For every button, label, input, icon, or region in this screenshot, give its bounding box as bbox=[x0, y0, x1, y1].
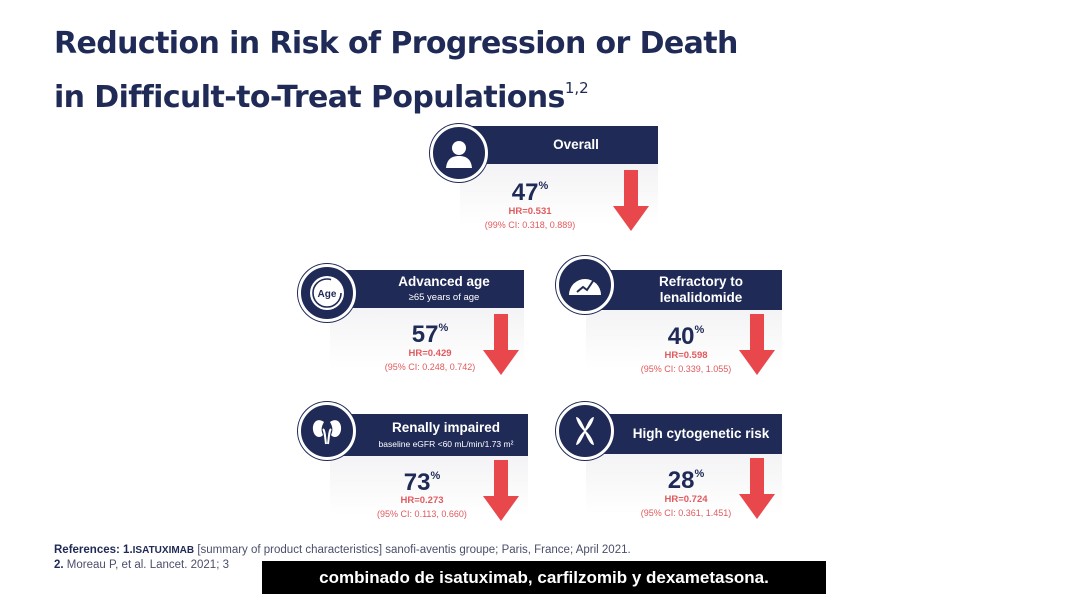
pct-symbol: % bbox=[694, 468, 705, 480]
card-banner: Overall bbox=[460, 126, 658, 164]
title-line-1: Reduction in Risk of Progression or Deat… bbox=[54, 26, 738, 61]
pct-number: 73 bbox=[403, 469, 431, 496]
down-arrow-icon bbox=[483, 460, 519, 521]
card-cytogenetic-risk: High cytogenetic risk 28% HR=0.724 (95% … bbox=[556, 402, 782, 526]
chromosome-icon bbox=[556, 402, 614, 460]
hr-value: HR=0.724 bbox=[664, 494, 708, 505]
title-superscript: 1,2 bbox=[564, 79, 589, 97]
ref1-text: [summary of product characteristics] san… bbox=[197, 544, 631, 556]
down-arrow-icon bbox=[483, 314, 519, 375]
card-banner: Advanced age ≥65 years of age bbox=[330, 270, 524, 308]
card-banner: Renally impaired baseline eGFR <60 mL/mi… bbox=[330, 414, 528, 456]
hr-value: HR=0.273 bbox=[400, 495, 444, 506]
hr-value: HR=0.531 bbox=[508, 206, 552, 217]
person-icon bbox=[430, 124, 488, 182]
age-icon-text: Age bbox=[318, 289, 337, 300]
pct-value: 47% bbox=[480, 172, 580, 207]
card-overall: Overall 47% HR=0.531 (99% CI: 0.318, 0.8… bbox=[430, 124, 658, 236]
title-line-2-text: in Difficult-to-Treat Populations bbox=[54, 80, 565, 115]
ci-value: (99% CI: 0.318, 0.889) bbox=[484, 220, 576, 230]
pct-number: 57 bbox=[411, 321, 439, 348]
card-panel bbox=[586, 308, 782, 380]
pct-value: 28% bbox=[636, 460, 736, 495]
pct-value: 40% bbox=[636, 316, 736, 351]
card-label: High cytogenetic risk bbox=[632, 426, 770, 441]
card-renally-impaired: Renally impaired baseline eGFR <60 mL/mi… bbox=[298, 402, 528, 526]
kidney-icon bbox=[298, 402, 356, 460]
references-label: References: bbox=[54, 544, 120, 556]
age-icon: Age bbox=[298, 264, 356, 322]
card-label: Overall bbox=[553, 137, 599, 152]
title-line-2: in Difficult-to-Treat Populations1,2 bbox=[54, 66, 814, 120]
card-refractory: Refractory to lenalidomide 40% HR=0.598 … bbox=[556, 256, 782, 380]
slide-title: Reduction in Risk of Progression or Deat… bbox=[54, 22, 814, 120]
card-panel bbox=[330, 306, 524, 380]
hr-value: HR=0.598 bbox=[664, 350, 708, 361]
ci-value: (95% CI: 0.339, 1.055) bbox=[640, 364, 732, 374]
pct-symbol: % bbox=[430, 470, 441, 482]
pct-number: 47 bbox=[511, 179, 539, 206]
down-arrow-icon bbox=[739, 314, 775, 375]
card-label-line-1: Refractory to bbox=[658, 274, 744, 289]
down-arrow-icon bbox=[739, 458, 775, 519]
pct-symbol: % bbox=[438, 322, 449, 334]
card-label: Renally impaired bbox=[391, 420, 501, 435]
card-banner: High cytogenetic risk bbox=[586, 414, 782, 454]
ci-value: (95% CI: 0.248, 0.742) bbox=[384, 362, 476, 372]
card-sublabel: ≥65 years of age bbox=[408, 292, 480, 303]
card-sublabel: baseline eGFR <60 mL/min/1.73 m² bbox=[378, 439, 514, 449]
gauge-icon bbox=[556, 256, 614, 314]
references: References: 1.ISATUXIMAB [summary of pro… bbox=[54, 543, 754, 573]
ref1-number: 1. bbox=[123, 544, 133, 556]
down-arrow-icon bbox=[613, 170, 649, 231]
pct-symbol: % bbox=[538, 180, 549, 192]
card-label-line-2: lenalidomide bbox=[659, 290, 743, 305]
pct-number: 28 bbox=[667, 467, 695, 494]
ref2-text: Moreau P, et al. Lancet. 2021; 3 bbox=[66, 559, 229, 571]
pct-symbol: % bbox=[694, 324, 705, 336]
ci-value: (95% CI: 0.361, 1.451) bbox=[640, 508, 732, 518]
card-banner: Refractory to lenalidomide bbox=[586, 270, 782, 310]
reference-line-1: References: 1.ISATUXIMAB [summary of pro… bbox=[54, 543, 754, 558]
ci-value: (95% CI: 0.113, 0.660) bbox=[377, 509, 467, 519]
card-label: Advanced age bbox=[398, 274, 490, 289]
ref2-number: 2. bbox=[54, 559, 64, 571]
card-panel bbox=[586, 452, 782, 526]
ref1-drug: ISATUXIMAB bbox=[132, 545, 195, 556]
hr-value: HR=0.429 bbox=[408, 348, 452, 359]
card-advanced-age: Advanced age ≥65 years of age Age 57% HR… bbox=[298, 264, 524, 380]
reference-line-2: 2. Moreau P, et al. Lancet. 2021; 3 bbox=[54, 558, 754, 573]
pct-number: 40 bbox=[667, 323, 695, 350]
pct-value: 57% bbox=[380, 314, 480, 349]
video-subtitle: combinado de isatuximab, carfilzomib y d… bbox=[262, 561, 826, 594]
pct-value: 73% bbox=[372, 462, 472, 497]
